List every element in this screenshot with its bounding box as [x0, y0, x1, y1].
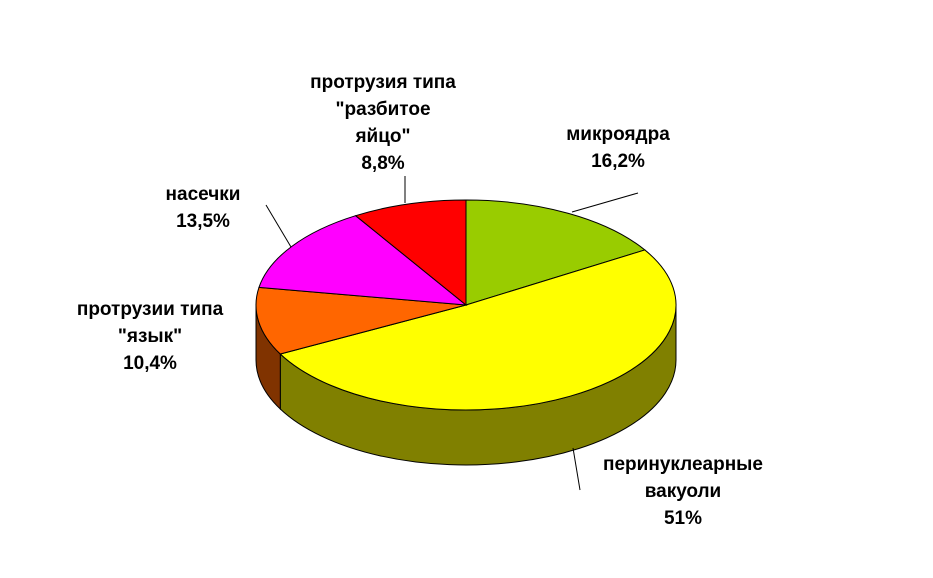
value-label: 10,4%: [123, 353, 177, 374]
category-label: насечки: [165, 184, 241, 205]
leader-line: [571, 192, 639, 213]
data-label: микроядра 16,2%: [498, 121, 738, 175]
slice: [354, 199, 467, 307]
slice: [465, 199, 646, 306]
category-label: перинуклеарные вакуоли: [603, 454, 763, 502]
data-label: протрузии типа "язык" 10,4%: [30, 296, 270, 377]
value-label: 16,2%: [591, 151, 645, 172]
leader-line: [265, 204, 292, 248]
value-label: 13,5%: [176, 211, 230, 232]
leader-line: [572, 447, 581, 491]
data-label: перинуклеарные вакуоли 51%: [563, 451, 803, 532]
slice: [255, 286, 467, 355]
category-label: протрузия типа "разбитое яйцо": [310, 72, 456, 147]
category-label: микроядра: [566, 124, 670, 145]
slice: [258, 215, 468, 306]
value-label: 8,8%: [361, 153, 405, 174]
data-label: протрузия типа "разбитое яйцо" 8,8%: [263, 69, 503, 177]
data-label: насечки 13,5%: [83, 181, 323, 235]
category-label: протрузии типа "язык": [76, 299, 224, 347]
slice: [279, 249, 677, 411]
value-label: 51%: [663, 508, 703, 529]
